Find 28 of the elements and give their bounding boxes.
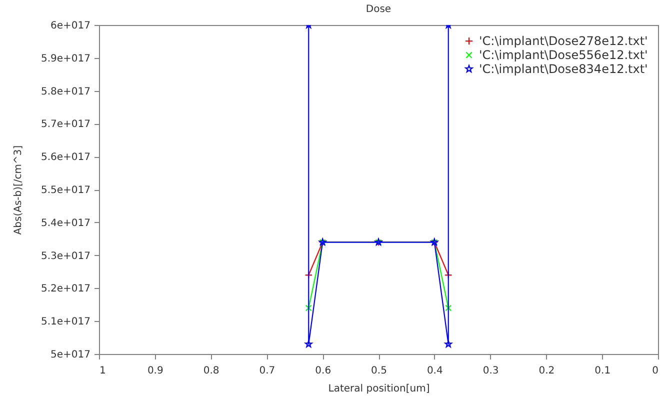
y-tick-label: 6e+017 (50, 20, 90, 32)
y-tick-label: 5.3e+017 (40, 250, 90, 262)
y-tick-label: 5.9e+017 (40, 53, 90, 64)
x-tick-label: 0.5 (371, 366, 387, 376)
x-tick-label: 0.8 (203, 366, 220, 376)
y-tick-label: 5e+017 (50, 350, 90, 360)
y-tick-label: 5.7e+017 (40, 119, 90, 130)
y-tick-label: 5.4e+017 (40, 218, 90, 229)
y-tick-label: 5.6e+017 (40, 152, 90, 164)
y-tick-label: 5.5e+017 (40, 185, 90, 196)
x-tick-label: 0.6 (315, 366, 332, 376)
chart-title: Dose (366, 4, 392, 15)
x-tick-label: 0.7 (259, 366, 276, 376)
y-tick-label: 5.1e+017 (40, 316, 90, 328)
x-tick-label: 1 (100, 366, 106, 376)
legend-label: 'C:\implant\Dose834e12.txt' (479, 62, 648, 76)
y-tick-label: 5.2e+017 (40, 284, 90, 295)
legend-label: 'C:\implant\Dose278e12.txt' (479, 34, 648, 48)
x-tick-label: 0.2 (538, 366, 555, 376)
y-axis-title: Abs(As-b)[/cm^3] (12, 145, 24, 235)
x-tick-label: 0.9 (147, 366, 164, 376)
x-tick-label: 0.3 (482, 366, 499, 376)
x-tick-label: 0.1 (594, 366, 611, 376)
legend-label: 'C:\implant\Dose556e12.txt' (479, 48, 648, 62)
x-tick-label: 0 (652, 366, 658, 376)
x-tick-label: 0.4 (426, 366, 443, 376)
y-tick-label: 5.8e+017 (40, 86, 90, 98)
x-axis-title: Lateral position[um] (328, 384, 430, 394)
